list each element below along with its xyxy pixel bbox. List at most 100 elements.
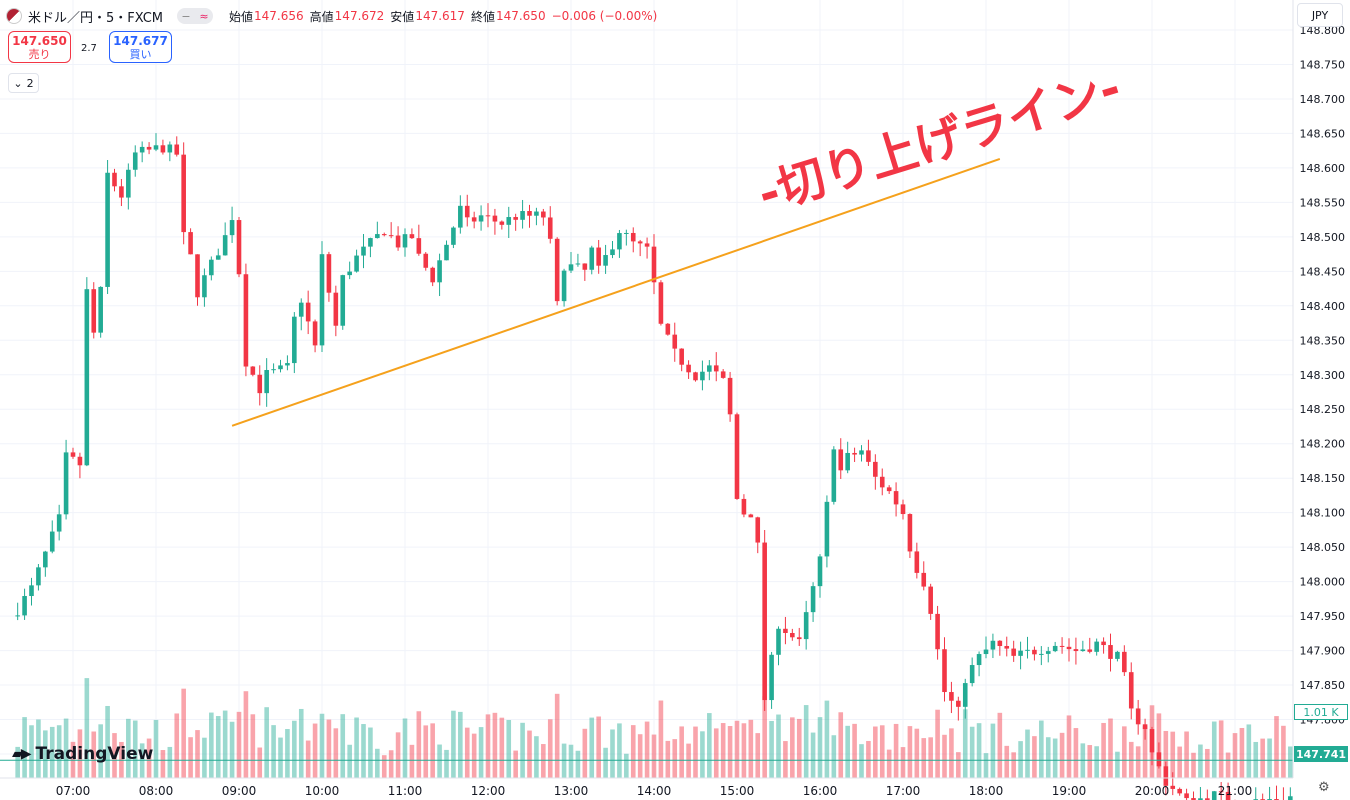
- volume-bar: [1004, 745, 1010, 778]
- volume-bar: [499, 717, 505, 778]
- candle-body: [375, 234, 380, 239]
- volume-bar: [326, 719, 332, 778]
- volume-bar: [956, 752, 961, 778]
- candle-body: [499, 221, 505, 225]
- candle-body: [783, 628, 788, 633]
- candle-body: [1018, 650, 1023, 656]
- close-value: 147.650: [495, 9, 546, 23]
- volume-bar: [1059, 732, 1065, 778]
- volume-bar: [866, 740, 871, 778]
- candle-body: [824, 501, 830, 557]
- volume-bar: [250, 714, 256, 778]
- sell-button[interactable]: 147.650 売り: [8, 31, 71, 63]
- volume-bar: [568, 744, 574, 778]
- volume-bar: [817, 717, 823, 778]
- volume-bar: [354, 717, 359, 778]
- time-tick-label: 20:00: [1135, 784, 1170, 798]
- volume-bar: [146, 738, 152, 778]
- candle-body: [1128, 672, 1134, 709]
- volume-bar: [762, 696, 767, 778]
- us-japan-flag-icon: [6, 8, 22, 24]
- tradingview-logo-text: TradingView: [35, 744, 154, 764]
- candle-body: [36, 567, 41, 586]
- candle-body: [305, 302, 311, 322]
- candle-body: [845, 452, 850, 471]
- volume-bar: [444, 749, 449, 778]
- volume-bar: [541, 744, 546, 778]
- candle-body: [976, 654, 982, 666]
- candle-body: [755, 517, 761, 543]
- volume-bar: [893, 723, 899, 778]
- tradingview-logo[interactable]: ▰▶ TradingView: [12, 744, 153, 764]
- volume-bar: [693, 726, 698, 778]
- candle-body: [1059, 645, 1065, 647]
- volume-bar: [713, 728, 719, 778]
- candle-body: [1211, 791, 1217, 800]
- indicator-toggle[interactable]: − ≈: [177, 8, 214, 24]
- candle-body: [202, 275, 207, 298]
- price-tick-label: 148.600: [1300, 162, 1346, 175]
- candle-body: [700, 371, 705, 381]
- time-tick-label: 11:00: [388, 784, 423, 798]
- volume-bar: [1135, 746, 1141, 778]
- gear-icon[interactable]: ⚙: [1318, 780, 1330, 795]
- candle-body: [513, 217, 518, 220]
- buy-button[interactable]: 147.677 買い: [109, 31, 172, 63]
- volume-bar: [686, 743, 691, 778]
- currency-button[interactable]: JPY: [1297, 3, 1343, 27]
- volume-bars: [15, 678, 1307, 778]
- volume-bar: [1108, 718, 1113, 778]
- volume-bar: [126, 718, 131, 778]
- candle-body: [1066, 646, 1072, 650]
- symbol-title[interactable]: 米ドル／円・5・FXCM: [28, 10, 164, 26]
- volume-bar: [381, 755, 387, 778]
- volume-bar: [734, 720, 740, 778]
- candle-body: [658, 282, 664, 324]
- candle-body: [430, 267, 435, 283]
- volume-bar: [167, 746, 173, 778]
- candle-body: [582, 263, 588, 270]
- candle-body: [1288, 796, 1293, 800]
- volume-bar: [610, 729, 615, 778]
- volume-bar: [672, 739, 678, 778]
- volume-bar: [1184, 731, 1189, 778]
- volume-bar: [921, 738, 927, 778]
- volume-bar: [29, 725, 34, 778]
- candle-body: [167, 144, 173, 153]
- volume-bar: [900, 747, 906, 778]
- candle-body: [665, 323, 671, 335]
- price-axis-labels: 147.750147.800147.850147.900147.950148.0…: [1300, 24, 1346, 761]
- collapse-indicators-button[interactable]: ⌄ 2: [8, 73, 39, 93]
- price-tick-label: 147.900: [1300, 645, 1346, 658]
- volume-bar: [195, 730, 200, 778]
- volume-bar: [305, 740, 311, 778]
- candle-body: [969, 665, 975, 684]
- candle-body: [1108, 645, 1113, 659]
- price-tick-label: 148.550: [1300, 196, 1346, 209]
- candle-body: [672, 334, 678, 349]
- candle-body: [451, 227, 456, 245]
- volume-bar: [215, 716, 221, 778]
- volume-bar: [1274, 716, 1279, 778]
- volume-bar: [49, 726, 55, 778]
- candle-body: [471, 217, 477, 222]
- candle-body: [222, 235, 228, 256]
- volume-bar: [1288, 746, 1293, 778]
- time-axis-labels: 07:00 08:00 09:00 10:00 11:00 12:00 13:00 14:00…: [56, 784, 1253, 798]
- price-tick-label: 148.300: [1300, 369, 1346, 382]
- volume-bar: [1045, 737, 1051, 778]
- tradingview-logo-icon: ▰▶: [12, 746, 31, 762]
- candle-body: [900, 504, 906, 515]
- volume-bar: [458, 711, 463, 778]
- volume-bar: [575, 750, 581, 778]
- price-tick-label: 148.500: [1300, 231, 1346, 244]
- volume-bar: [257, 747, 263, 778]
- volume-bar: [298, 708, 304, 778]
- volume-bar: [174, 713, 180, 778]
- volume-bar: [852, 723, 857, 778]
- volume-bar: [1087, 745, 1093, 778]
- volume-bar: [264, 707, 269, 778]
- candle-body: [15, 615, 20, 617]
- volume-bar: [976, 723, 982, 778]
